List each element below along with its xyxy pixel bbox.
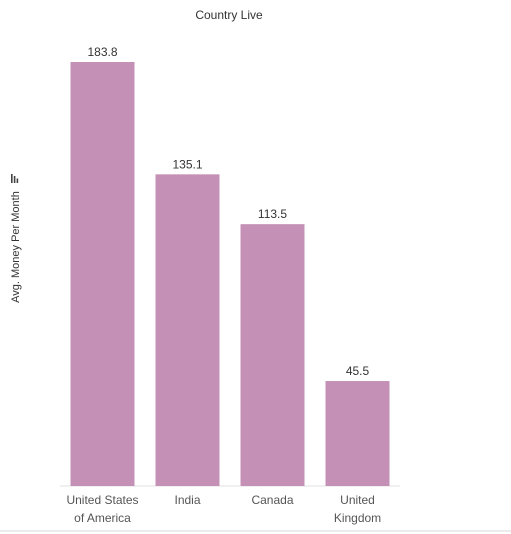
x-tick-label: Canada xyxy=(251,493,293,507)
bar[interactable] xyxy=(155,174,220,486)
plot-area: 183.8 United States of America 135.1 India 11… xyxy=(60,45,400,525)
y-axis-title-group: Avg. Money Per Month xyxy=(10,191,22,303)
sort-descending-icon[interactable] xyxy=(11,174,19,183)
chart-title: Country Live xyxy=(195,8,263,22)
bar[interactable] xyxy=(325,381,390,486)
x-tick-label: United States xyxy=(66,493,138,507)
data-label: 113.5 xyxy=(258,207,287,221)
data-label: 45.5 xyxy=(346,364,370,378)
x-tick-label: India xyxy=(174,493,200,507)
data-label: 135.1 xyxy=(172,157,202,171)
x-tick-label: Kingdom xyxy=(334,511,381,525)
bar[interactable] xyxy=(70,62,135,486)
data-label: 183.8 xyxy=(87,45,117,59)
bar[interactable] xyxy=(240,224,305,486)
y-axis-title: Avg. Money Per Month xyxy=(10,191,22,303)
x-tick-label: of America xyxy=(74,511,131,525)
x-tick-label: United xyxy=(340,493,375,507)
